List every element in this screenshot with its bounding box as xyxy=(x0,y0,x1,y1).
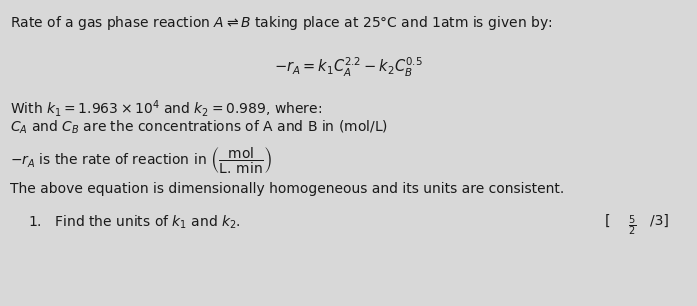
Text: The above equation is dimensionally homogeneous and its units are consistent.: The above equation is dimensionally homo… xyxy=(10,182,565,196)
Text: [: [ xyxy=(605,214,611,228)
Text: 1.   Find the units of $k_1$ and $k_2$.: 1. Find the units of $k_1$ and $k_2$. xyxy=(28,214,241,231)
Text: With $k_1 = 1.963 \times 10^4$ and $k_2 = 0.989$, where:: With $k_1 = 1.963 \times 10^4$ and $k_2 … xyxy=(10,98,322,119)
Text: /3]: /3] xyxy=(650,214,669,228)
Text: $\frac{5}{2}$: $\frac{5}{2}$ xyxy=(628,214,636,238)
Text: $-r_A = k_1C_A^{2.2} - k_2C_B^{0.5}$: $-r_A = k_1C_A^{2.2} - k_2C_B^{0.5}$ xyxy=(274,56,422,79)
Text: Rate of a gas phase reaction $A \rightleftharpoons B$ taking place at 25°C and 1: Rate of a gas phase reaction $A \rightle… xyxy=(10,14,552,32)
Text: $-r_A$ is the rate of reaction in $\left(\dfrac{\mathrm{mol}}{\mathrm{L.\,min}}\: $-r_A$ is the rate of reaction in $\left… xyxy=(10,146,273,176)
Text: $C_A$ and $C_B$ are the concentrations of A and B in (mol/L): $C_A$ and $C_B$ are the concentrations o… xyxy=(10,119,388,136)
